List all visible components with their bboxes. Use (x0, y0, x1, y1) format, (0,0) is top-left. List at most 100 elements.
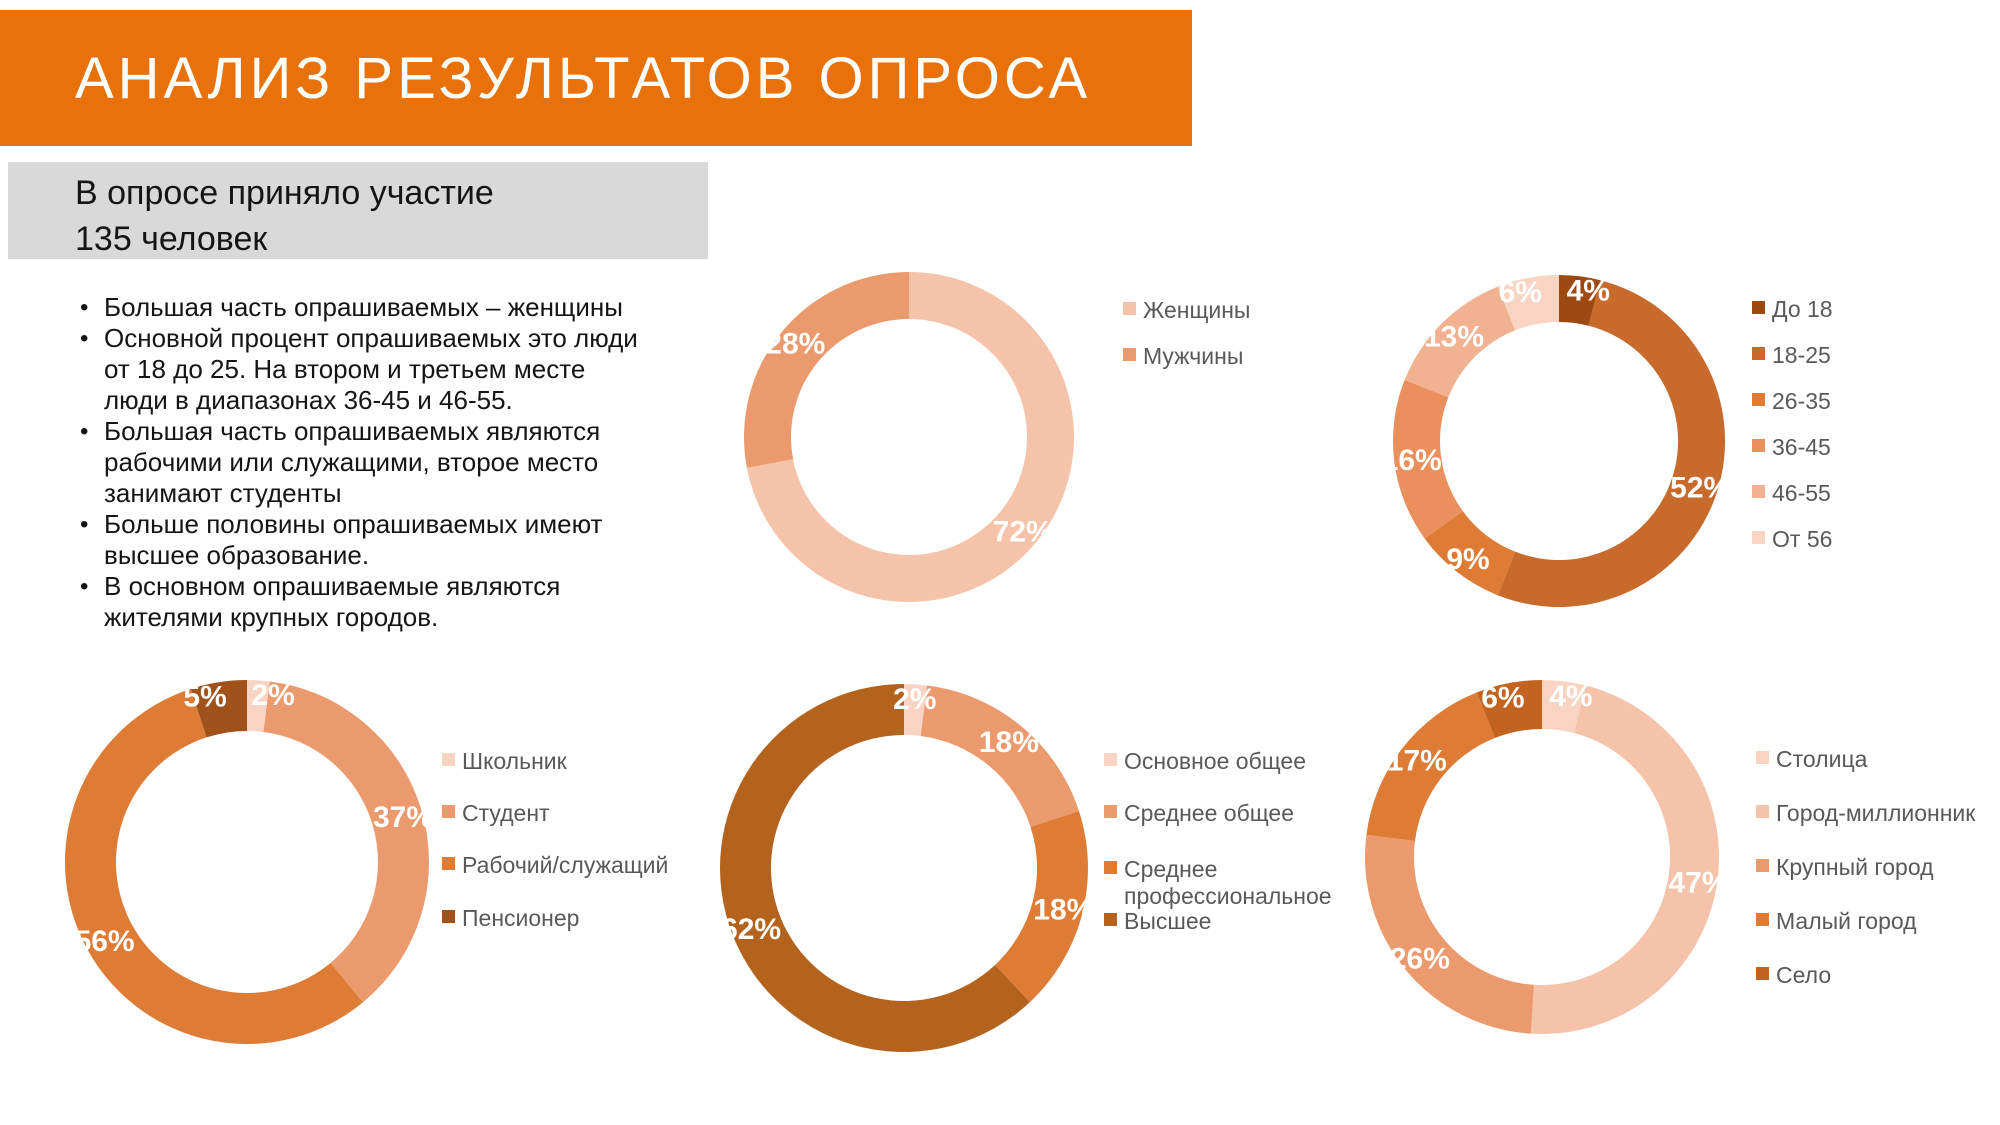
legend-label: Малый город (1776, 908, 1917, 934)
legend-swatch (442, 857, 455, 870)
legend-item-Пенсионер: Пенсионер (442, 905, 762, 932)
donut-svg-settlement: 4% 47% 26% 17% 6% (1365, 680, 1729, 1034)
legend-swatch (1123, 348, 1136, 361)
participants-box: В опросе приняло участие 135 человек (8, 162, 708, 259)
data-label: 56% (75, 925, 135, 958)
legend-swatch (1104, 913, 1117, 926)
legend-item-До 18: До 18 (1752, 296, 2000, 323)
slice-Крупный город (1365, 834, 1534, 1034)
legend-label: Мужчины (1143, 343, 1244, 369)
legend-label: Село (1776, 962, 1832, 988)
data-label: 4% (1549, 680, 1592, 713)
legend-swatch (1756, 751, 1769, 764)
data-label: 4% (1567, 275, 1610, 308)
legend-label: Высшее (1124, 908, 1212, 934)
legend-label: Крупный город (1776, 854, 1934, 880)
bullet-item: Большая часть опрашиваемых – женщины (78, 292, 638, 323)
legend-swatch (1752, 393, 1765, 406)
slice-От 56 (1497, 275, 1559, 331)
data-label: 5% (183, 681, 226, 714)
donut-svg-gender: 72% 28% (743, 272, 1074, 602)
legend-label: 36-45 (1772, 434, 1831, 460)
slice-Пенсионер (190, 680, 247, 738)
legend-swatch (1752, 301, 1765, 314)
legend-swatch (1104, 805, 1117, 818)
slice-До 18 (1559, 275, 1601, 326)
legend-label: Студент (462, 800, 550, 826)
bullet-item: Основной процент опрашиваемых это люди о… (78, 323, 638, 416)
legend-swatch (1104, 753, 1117, 766)
slice-Основное общее (904, 684, 928, 737)
slice-Среднее общее (920, 685, 1079, 827)
donut-svg-occupation: 2% 37% 56% 5% (64, 679, 433, 1045)
legend-item-Рабочий/служащий: Рабочий/служащий (442, 852, 762, 879)
legend-item-Мужчины: Мужчины (1123, 343, 1383, 370)
slice-Высшее (720, 684, 1030, 1052)
slice-Село (1476, 680, 1542, 738)
data-label: 47% (1668, 866, 1728, 899)
slice-Город-миллионник (1530, 685, 1720, 1034)
legend-swatch (1752, 485, 1765, 498)
data-label: 62% (721, 913, 781, 946)
summary-bullets: Большая часть опрашиваемых – женщины Осн… (78, 292, 638, 633)
data-label: 16% (1382, 444, 1442, 477)
legend-label: Рабочий/служащий (462, 852, 669, 878)
legend-item-26-35: 26-35 (1752, 388, 2000, 415)
data-label: 72% (993, 516, 1053, 549)
legend-label: От 56 (1772, 526, 1833, 552)
legend-label: Среднее профессиональное (1124, 856, 1332, 909)
data-label: 18% (979, 726, 1039, 759)
legend-item-Школьник: Школьник (442, 748, 762, 775)
legend-item-Высшее: Высшее (1104, 908, 1376, 935)
donut-svg-age: 4% 52% 9% 16% 13% 6% (1382, 275, 1730, 608)
donut-chart-age: 4% 52% 9% 16% 13% 6% (1351, 233, 1767, 649)
legend-item-Крупный город: Крупный город (1756, 854, 2000, 881)
bullet-item: Большая часть опрашиваемых являются рабо… (78, 416, 638, 509)
legend-label: Столица (1776, 746, 1868, 772)
donut-chart-settlement: 4% 47% 26% 17% 6% (1323, 638, 1761, 1076)
data-label: 6% (1499, 276, 1542, 309)
legend-label: До 18 (1772, 296, 1833, 322)
legend-swatch (1756, 859, 1769, 872)
legend-label: 18-25 (1772, 342, 1831, 368)
slice-36-45 (1393, 379, 1463, 539)
slice-Столица (1542, 680, 1587, 734)
legend-label: Основное общее (1124, 748, 1306, 774)
legend-item-Малый город: Малый город (1756, 908, 2000, 935)
legend-swatch (442, 805, 455, 818)
data-label: 2% (893, 683, 936, 716)
slice-46-55 (1404, 286, 1516, 398)
legend-label: 26-35 (1772, 388, 1831, 414)
slide-title-bar: АНАЛИЗ РЕЗУЛЬТАТОВ ОПРОСА (0, 10, 1192, 146)
bullet-item: Больше половины опрашиваемых имеют высше… (78, 509, 638, 571)
legend-label: 46-55 (1772, 480, 1831, 506)
legend-item-46-55: 46-55 (1752, 480, 2000, 507)
data-label: 26% (1390, 943, 1450, 976)
data-label: 37% (373, 801, 433, 834)
slice-Среднее профессиональное (995, 811, 1088, 1003)
data-label: 13% (1424, 321, 1484, 354)
donut-svg-education: 2% 18% 18% 62% (720, 683, 1093, 1052)
donut-chart-occupation: 2% 37% 56% 5% (23, 638, 471, 1086)
bullet-item: В основном опрашиваемые являются жителям… (78, 571, 638, 633)
data-label: 6% (1481, 681, 1524, 714)
legend-item-Столица: Столица (1756, 746, 2000, 773)
legend-item-Село: Село (1756, 962, 2000, 989)
legend-swatch (1752, 439, 1765, 452)
data-label: 2% (251, 679, 294, 712)
legend-swatch (1752, 531, 1765, 544)
legend-swatch (442, 753, 455, 766)
legend-item-36-45: 36-45 (1752, 434, 2000, 461)
legend-item-От 56: От 56 (1752, 526, 2000, 553)
slice-Школьник (247, 680, 270, 733)
data-label: 18% (1033, 893, 1093, 926)
legend-swatch (1752, 347, 1765, 360)
donut-chart-gender: 72% 28% (702, 230, 1116, 644)
legend-swatch (1756, 967, 1769, 980)
data-label: 9% (1446, 543, 1489, 576)
legend-label: Женщины (1143, 297, 1251, 323)
data-label: 52% (1670, 471, 1730, 504)
donut-chart-education: 2% 18% 18% 62% (678, 642, 1130, 1094)
slice-18-25 (1497, 280, 1726, 608)
data-label: 28% (765, 328, 825, 361)
